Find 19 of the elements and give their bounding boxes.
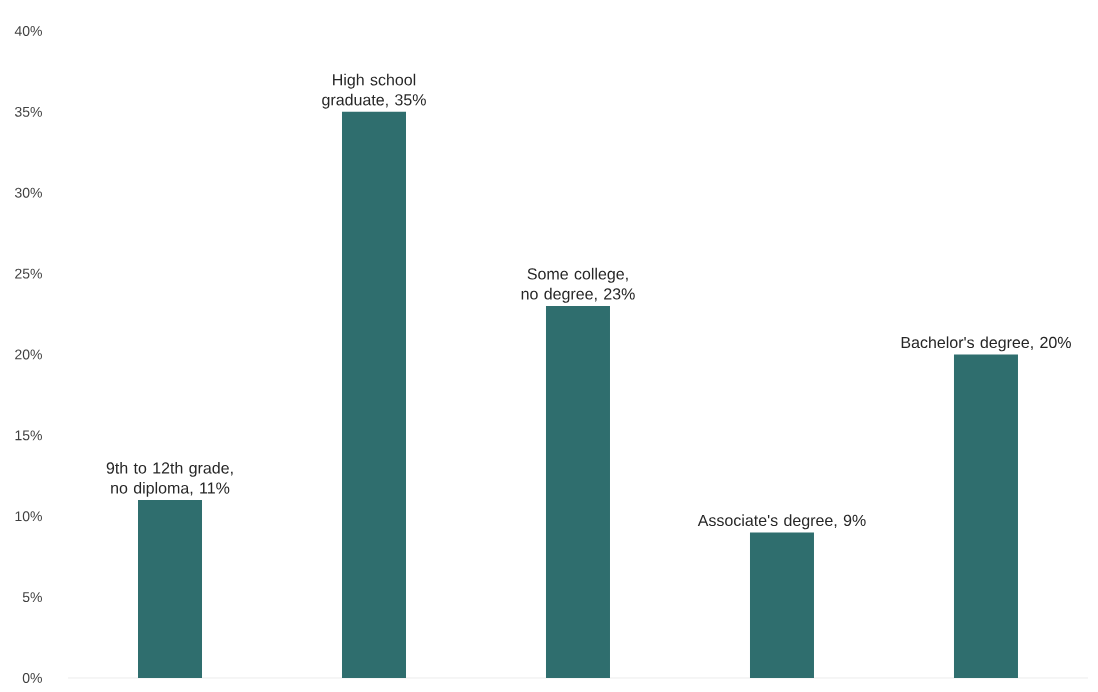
y-tick-label: 40%	[14, 26, 42, 36]
y-tick-label: 25%	[15, 268, 42, 279]
bar	[749, 532, 814, 678]
bar	[138, 500, 203, 678]
y-tick-label: 30%	[14, 187, 42, 198]
bar	[342, 111, 406, 678]
bar	[953, 354, 1018, 678]
y-tick-label: 15%	[15, 430, 42, 441]
data-label: 9th to 12th grade, no diploma, 11%	[106, 461, 233, 497]
data-label: Some college, no degree, 23%	[521, 267, 635, 303]
bar	[545, 305, 610, 678]
data-label: Bachelor's degree, 20%	[901, 336, 1071, 352]
y-tick-label: 10%	[15, 511, 42, 522]
data-label: Associate's degree, 9%	[697, 514, 866, 530]
y-tick-label: 0%	[22, 673, 42, 683]
y-tick-label: 20%	[15, 349, 42, 360]
data-label: High school graduate, 35%	[322, 73, 426, 109]
y-tick-label: 5%	[22, 592, 42, 603]
y-tick-label: 35%	[14, 106, 42, 117]
